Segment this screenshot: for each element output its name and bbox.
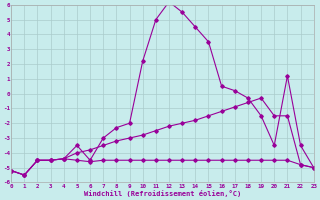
- X-axis label: Windchill (Refroidissement éolien,°C): Windchill (Refroidissement éolien,°C): [84, 190, 241, 197]
